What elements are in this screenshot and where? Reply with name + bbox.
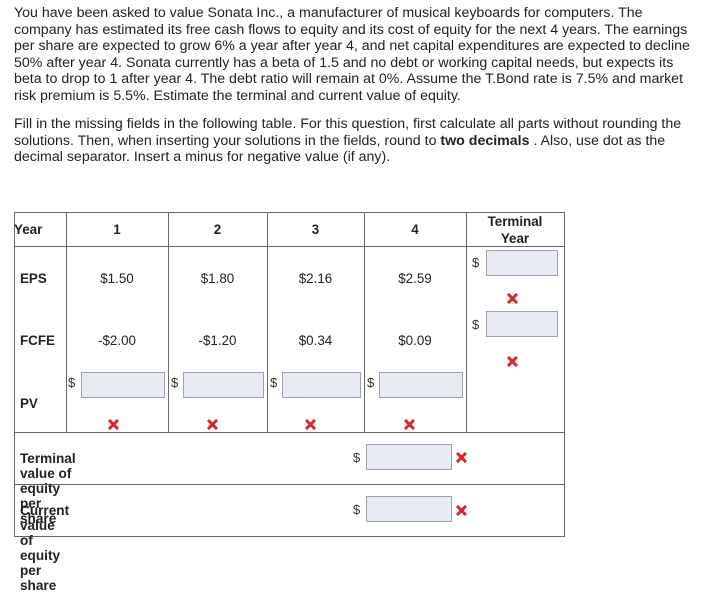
eps-terminal-currency: $ — [472, 255, 480, 270]
pv-year-4-input[interactable] — [379, 372, 463, 398]
header-terminal-year: Terminal Year — [487, 214, 543, 246]
problem-paragraph-1: You have been asked to value Sonata Inc.… — [14, 5, 690, 104]
x-mark-icon — [456, 505, 467, 516]
fcfe-terminal-input[interactable] — [486, 311, 558, 337]
current-value-input[interactable] — [366, 496, 452, 522]
header-year-1: 1 — [113, 222, 121, 237]
fcfe-year-3: $0.34 — [298, 333, 333, 348]
row-label-fcfe: FCFE — [20, 333, 55, 348]
pv-year-3-currency: $ — [270, 375, 278, 390]
pv-year-1-currency: $ — [68, 375, 76, 390]
eps-terminal-input[interactable] — [486, 250, 558, 276]
terminal-value-input[interactable] — [366, 444, 452, 470]
current-value-label: Current value of equity per share — [20, 503, 70, 593]
row-label-pv: PV — [20, 396, 38, 411]
pv-year-4-currency: $ — [367, 375, 375, 390]
row-label-eps: EPS — [20, 271, 47, 286]
header-year: Year — [14, 222, 43, 237]
header-year-4: 4 — [411, 222, 419, 237]
pv-year-1-input[interactable] — [81, 372, 165, 398]
x-mark-icon — [108, 419, 119, 430]
eps-year-2: $1.80 — [200, 271, 235, 286]
x-mark-icon — [456, 452, 467, 463]
fcfe-terminal-currency: $ — [472, 317, 480, 332]
x-mark-icon — [507, 293, 518, 304]
header-year-3: 3 — [311, 222, 320, 237]
eps-year-1: $1.50 — [100, 271, 134, 286]
x-mark-icon — [207, 419, 218, 430]
fcfe-year-2: -$1.20 — [198, 333, 237, 348]
current-value-currency: $ — [353, 502, 361, 517]
x-mark-icon — [404, 419, 415, 430]
header-year-2: 2 — [213, 222, 222, 237]
pv-year-2-input[interactable] — [183, 372, 264, 398]
eps-year-3: $2.16 — [298, 271, 333, 286]
fcfe-year-1: -$2.00 — [98, 333, 136, 348]
pv-year-3-input[interactable] — [282, 372, 361, 398]
pv-year-2-currency: $ — [171, 375, 179, 390]
x-mark-icon — [305, 419, 316, 430]
terminal-value-label: Terminal value of equity per share — [20, 451, 76, 526]
problem-paragraph-2: Fill in the missing fields in the follow… — [14, 116, 682, 166]
fcfe-year-4: $0.09 — [398, 333, 432, 348]
eps-year-4: $2.59 — [398, 271, 432, 286]
x-mark-icon — [507, 356, 518, 367]
terminal-value-currency: $ — [353, 450, 361, 465]
